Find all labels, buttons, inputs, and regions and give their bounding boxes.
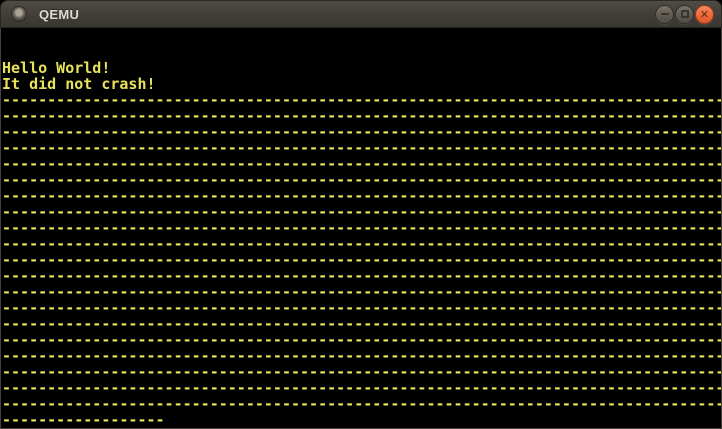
terminal-line: ----------------------------------------… (2, 204, 721, 220)
x-icon: ✕ (699, 7, 710, 21)
terminal-line: ----------------------------------------… (2, 140, 721, 156)
minimize-button[interactable] (655, 4, 674, 24)
terminal-line: Hello World! (2, 60, 111, 76)
terminal-line: It did not crash! (2, 76, 156, 92)
minus-icon (660, 13, 669, 15)
terminal-line (1, 28, 721, 44)
square-icon (680, 10, 689, 18)
terminal-line: ----------------------------------------… (2, 188, 721, 204)
terminal-line: ----------------------------------------… (2, 252, 721, 268)
terminal-line: ------------------ (2, 412, 165, 428)
terminal-line: ----------------------------------------… (2, 284, 721, 300)
terminal-line: ----------------------------------------… (2, 396, 721, 412)
terminal-line: ----------------------------------------… (2, 172, 721, 188)
terminal-line: ----------------------------------------… (2, 364, 721, 380)
maximize-button[interactable] (675, 4, 694, 24)
terminal-line: ----------------------------------------… (2, 316, 721, 332)
terminal-line (1, 44, 721, 60)
terminal-line: ----------------------------------------… (2, 268, 721, 284)
terminal-line: ----------------------------------------… (2, 348, 721, 364)
terminal-line: ----------------------------------------… (2, 124, 721, 140)
terminal-screen[interactable]: Hello World! It did not crash! -----------… (0, 28, 722, 429)
terminal-line: ----------------------------------------… (2, 92, 721, 108)
terminal-line: ----------------------------------------… (2, 300, 721, 316)
qemu-window-icon[interactable] (11, 6, 27, 22)
close-button[interactable]: ✕ (695, 4, 714, 24)
terminal-line: ----------------------------------------… (2, 332, 721, 348)
terminal-line: ----------------------------------------… (2, 156, 721, 172)
window-title: QEMU (39, 6, 80, 22)
window-titlebar[interactable]: QEMU ✕ (0, 0, 722, 28)
terminal-line: ----------------------------------------… (2, 220, 721, 236)
terminal-line: ----------------------------------------… (2, 236, 721, 252)
terminal-line: ----------------------------------------… (2, 108, 721, 124)
terminal-line: ----------------------------------------… (2, 380, 721, 396)
window-controls: ✕ (655, 4, 714, 24)
